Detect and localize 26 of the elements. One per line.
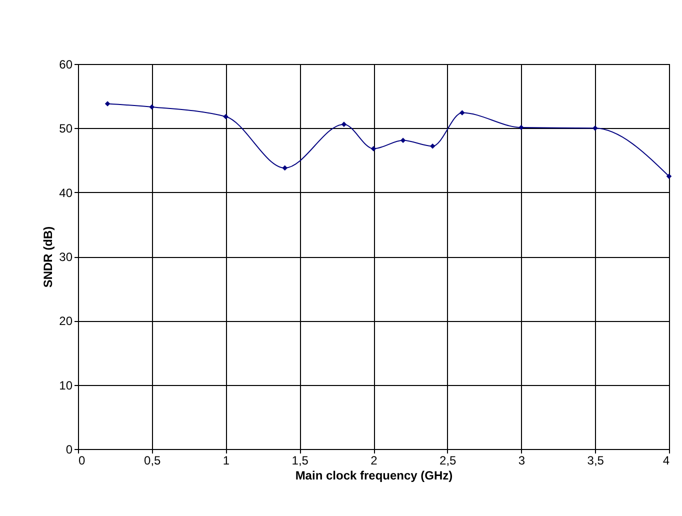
point [341, 122, 347, 127]
point [460, 110, 465, 116]
x-tick-label: 0 [78, 454, 86, 468]
y-tick-label: 20 [59, 314, 73, 328]
x-tick-label: 2,5 [440, 454, 457, 468]
x-tick-label: 1,5 [292, 454, 309, 468]
y-tick-label: 10 [59, 378, 73, 392]
point [149, 104, 155, 110]
x-tick-label: 2 [370, 454, 378, 468]
point [430, 143, 436, 149]
point [282, 165, 288, 171]
y-tick-label: 60 [59, 58, 73, 72]
x-tick-label: 3 [518, 454, 526, 468]
y-axis-title: SNDR (dB) [41, 226, 56, 288]
point [592, 126, 598, 131]
y-tick-label: 0 [66, 442, 73, 456]
x-tick-label: 4 [662, 454, 670, 468]
point [400, 138, 406, 144]
y-tick-label: 30 [59, 250, 73, 264]
x-axis-title: Main clock frequency (GHz) [295, 468, 453, 482]
x-tick-label: 3,5 [587, 454, 604, 468]
x-tick-label: 0,5 [144, 454, 162, 468]
y-tick-label: 40 [59, 186, 73, 200]
x-tick-label: 1 [222, 454, 230, 468]
point [223, 114, 228, 120]
y-tick-label: 50 [59, 122, 73, 136]
